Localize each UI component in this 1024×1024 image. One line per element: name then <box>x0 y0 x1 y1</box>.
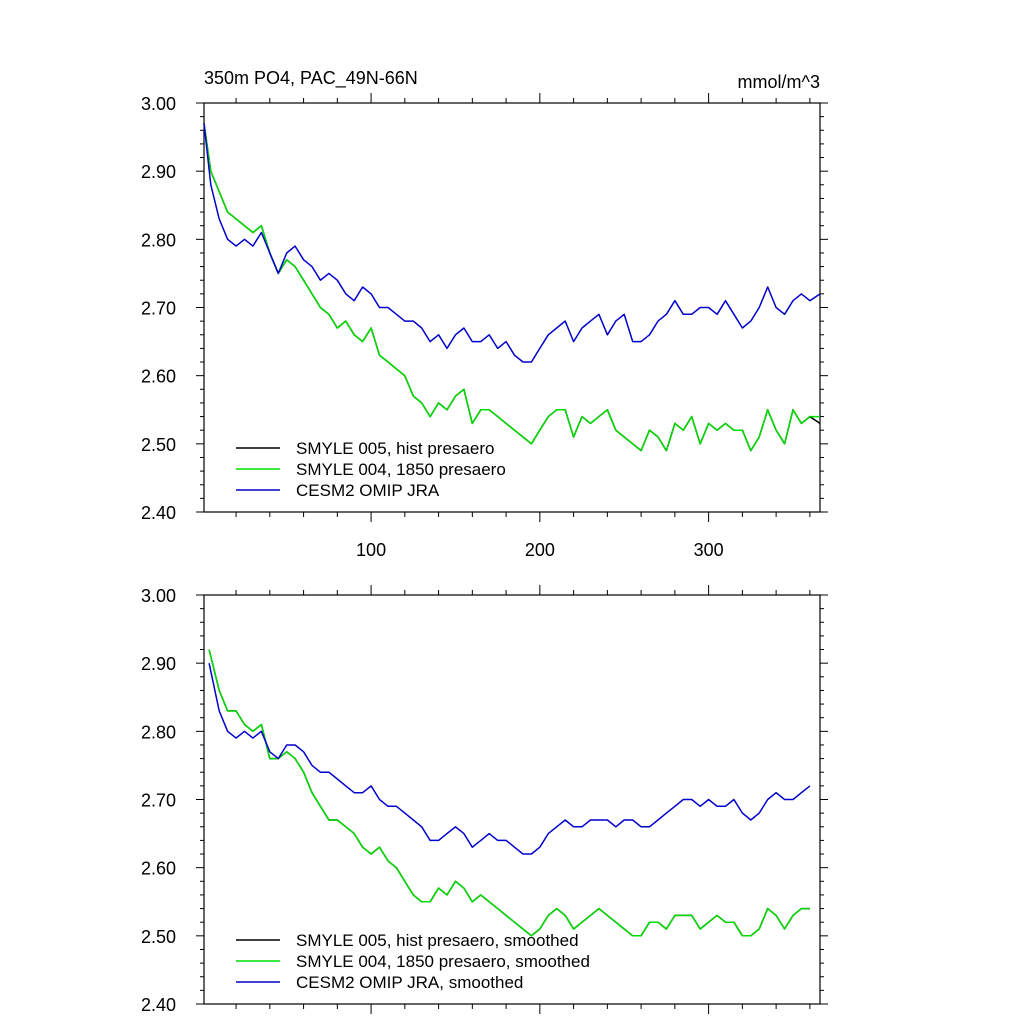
top-y-tick-label: 3.00 <box>141 94 176 114</box>
units-label: mmol/m^3 <box>738 72 820 92</box>
bottom-y-tick-label: 2.70 <box>141 791 176 811</box>
top-x-tick-label: 300 <box>694 540 724 560</box>
bottom-y-tick-label: 2.90 <box>141 654 176 674</box>
bottom-legend-label: CESM2 OMIP JRA, smoothed <box>296 973 523 992</box>
bottom-panel: 2.40 2.50 2.60 2.70 2.80 2.90 3.00 SMYLE 005, h… <box>141 585 828 1015</box>
top-y-tick-label: 2.80 <box>141 230 176 250</box>
bottom-y-tick-label: 2.80 <box>141 722 176 742</box>
top-y-tick-label: 2.50 <box>141 435 176 455</box>
top-x-tick-label: 100 <box>356 540 386 560</box>
top-panel: 2.40 2.50 2.60 2.70 2.80 2.90 3.00 100 200 300 SMY… <box>141 93 828 560</box>
bottom-series-line-0 <box>208 649 810 937</box>
bottom-series-line-1 <box>208 649 810 937</box>
top-legend-label: SMYLE 005, hist presaero <box>296 439 494 458</box>
top-series-line-0 <box>203 123 821 452</box>
top-y-tick-label: 2.60 <box>141 367 176 387</box>
top-y-tick-label: 2.90 <box>141 162 176 182</box>
bottom-legend-label: SMYLE 005, hist presaero, smoothed <box>296 931 579 950</box>
top-legend-label: SMYLE 004, 1850 presaero <box>296 460 506 479</box>
bottom-y-tick-label: 2.50 <box>141 927 176 947</box>
top-x-tick-label: 200 <box>525 540 555 560</box>
top-series-line-1 <box>203 123 820 452</box>
chart-title: 350m PO4, PAC_49N-66N <box>204 68 418 89</box>
top-y-tick-label: 2.70 <box>141 299 176 319</box>
top-y-tick-label: 2.40 <box>141 503 176 523</box>
bottom-y-tick-label: 2.40 <box>141 995 176 1015</box>
bottom-series-line-2 <box>208 663 811 855</box>
bottom-legend-label: SMYLE 004, 1850 presaero, smoothed <box>296 952 590 971</box>
bottom-y-tick-label: 2.60 <box>141 859 176 879</box>
top-series-line-2 <box>203 123 821 363</box>
bottom-y-tick-label: 3.00 <box>141 586 176 606</box>
top-legend-label: CESM2 OMIP JRA <box>296 481 440 500</box>
